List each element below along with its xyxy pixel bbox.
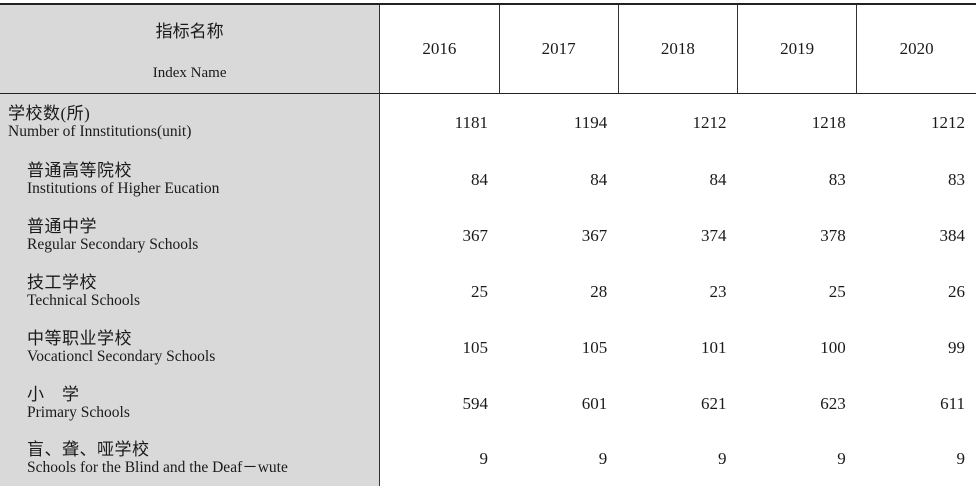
table-row: 普通高等院校 Institutions of Higher Eucation 8… <box>0 152 976 208</box>
row-label: 普通中学 Regular Secondary Schools <box>0 208 381 264</box>
row-label-en: Schools for the Blind and the Deaf－wute <box>27 459 288 476</box>
table-cell: 105 <box>462 338 489 357</box>
table-cell: 100 <box>820 338 846 357</box>
row-label-cn: 盲、聋、哑学校 <box>27 440 150 459</box>
table-cell: 84 <box>709 170 727 189</box>
row-label: 小 学 Primary Schools <box>0 376 381 432</box>
year-header: 2017 <box>499 5 619 94</box>
table-cell: 101 <box>700 338 727 357</box>
statistics-table: 指标名称 Index Name 2016 2017 2018 2019 2020… <box>0 5 976 486</box>
table-cell: 83 <box>828 170 846 189</box>
table-cell: 594 <box>462 394 489 413</box>
table-row: 盲、聋、哑学校 Schools for the Blind and the De… <box>0 432 976 486</box>
table-cell: 23 <box>709 282 727 301</box>
table-cell: 25 <box>471 282 488 301</box>
table-row: 小 学 Primary Schools 594 601 621 623 611 <box>0 376 976 432</box>
table-cell: 1181 <box>454 113 488 132</box>
table-cell: 105 <box>581 338 608 357</box>
table-cell: 367 <box>581 226 608 245</box>
row-label-cn: 普通高等院校 <box>27 161 132 180</box>
row-label-en: Vocationcl Secondary Schools <box>27 348 216 365</box>
table-cell: 9 <box>479 449 489 468</box>
table-cell: 1212 <box>692 113 727 132</box>
row-label-cn: 技工学校 <box>27 273 97 292</box>
year-header: 2018 <box>618 5 738 94</box>
table-cell: 84 <box>590 170 608 189</box>
header-row: 指标名称 Index Name 2016 2017 2018 2019 2020 <box>0 5 976 94</box>
row-label-cn: 小 学 <box>27 385 80 404</box>
table-cell: 374 <box>700 226 727 245</box>
row-label-cn: 学校数(所) <box>8 104 91 123</box>
index-name-en: Index Name <box>152 65 227 81</box>
row-label-cn: 普通中学 <box>27 217 97 236</box>
table-cell: 384 <box>939 226 966 245</box>
row-label-en: Number of Innstitutions(unit) <box>8 123 192 140</box>
table-cell: 28 <box>590 282 608 301</box>
table-cell: 25 <box>828 282 846 301</box>
table-cell: 623 <box>820 394 846 413</box>
table-row: 技工学校 Technical Schools 25 28 23 25 26 <box>0 264 976 320</box>
table-cell: 1212 <box>931 113 965 132</box>
row-label-en: Institutions of Higher Eucation <box>27 180 220 197</box>
top-rule <box>0 3 976 5</box>
table-cell: 1218 <box>811 113 846 132</box>
index-name-header: 指标名称 Index Name <box>0 5 381 94</box>
table-cell: 83 <box>948 170 965 189</box>
table-cell: 84 <box>471 170 488 189</box>
table-cell: 378 <box>820 226 846 245</box>
year-header: 2019 <box>737 5 858 94</box>
row-label: 技工学校 Technical Schools <box>0 264 381 320</box>
table-row: 普通中学 Regular Secondary Schools 367 367 3… <box>0 208 976 264</box>
table-cell: 601 <box>581 394 608 413</box>
index-name-cn: 指标名称 <box>155 22 224 41</box>
table-row: 中等职业学校 Vocationcl Secondary Schools 105 … <box>0 320 976 376</box>
row-label: 学校数(所) Number of Innstitutions(unit) <box>0 93 381 152</box>
row-label-en: Regular Secondary Schools <box>27 236 199 253</box>
row-label: 盲、聋、哑学校 Schools for the Blind and the De… <box>0 432 381 486</box>
row-label: 中等职业学校 Vocationcl Secondary Schools <box>0 320 381 376</box>
row-label: 普通高等院校 Institutions of Higher Eucation <box>0 152 381 208</box>
table-cell: 9 <box>598 449 608 468</box>
row-label-en: Technical Schools <box>27 292 140 309</box>
table-cell: 367 <box>462 226 489 245</box>
table-cell: 611 <box>940 394 965 413</box>
table-cell: 9 <box>717 449 727 468</box>
row-label-cn: 中等职业学校 <box>27 329 132 348</box>
table-cell: 99 <box>948 338 965 357</box>
table-cell: 1194 <box>573 113 608 132</box>
table-cell: 621 <box>700 394 727 413</box>
table-cell: 9 <box>837 449 846 468</box>
row-label-en: Primary Schools <box>27 404 130 421</box>
table-row: 学校数(所) Number of Innstitutions(unit) 118… <box>0 93 976 152</box>
table-cell: 9 <box>956 449 966 468</box>
year-header: 2016 <box>379 5 500 94</box>
table-cell: 26 <box>948 282 965 301</box>
year-header: 2020 <box>856 5 976 94</box>
